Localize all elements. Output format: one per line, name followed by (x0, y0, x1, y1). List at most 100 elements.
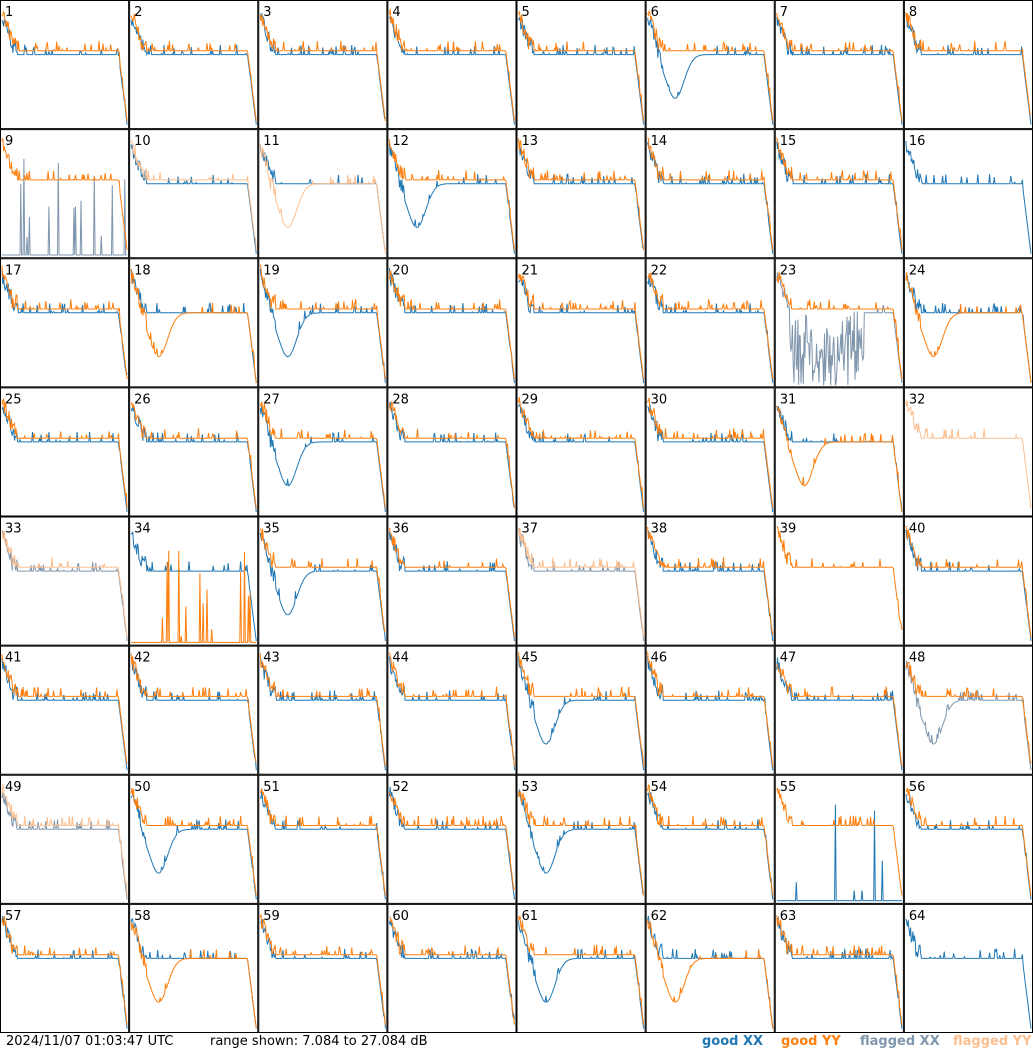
panel-frame (258, 129, 388, 259)
panel-frame (645, 645, 775, 775)
panel-label: 60 (392, 909, 409, 924)
series-yy-55 (776, 787, 903, 896)
series-xx-38 (647, 530, 774, 642)
series-xx-54 (647, 792, 774, 900)
panel-label: 57 (5, 909, 22, 924)
panel-frame (516, 645, 646, 775)
series-xx-36 (388, 532, 515, 642)
panel-label: 48 (909, 651, 926, 666)
panel-frame (645, 774, 775, 904)
panel-label: 37 (522, 522, 539, 537)
panel-64: 64 (903, 903, 1033, 1033)
panel-frame (387, 0, 517, 130)
panel-frame (516, 516, 646, 646)
series-xx-8 (905, 13, 1032, 125)
panel-frame (774, 0, 904, 130)
panel-frame (258, 258, 388, 388)
panel-8: 8 (903, 0, 1033, 130)
panel-label: 20 (392, 263, 409, 278)
panel-48: 48 (903, 645, 1033, 775)
panel-28: 28 (387, 387, 517, 517)
panel-frame (387, 129, 517, 259)
panel-label: 7 (780, 5, 788, 20)
panel-54: 54 (645, 774, 775, 904)
panel-4: 4 (387, 0, 517, 130)
panel-label: 12 (392, 134, 409, 149)
panel-label: 59 (263, 909, 280, 924)
series-xx-17 (1, 269, 128, 375)
series-yy-57 (1, 916, 128, 1025)
series-yy-7 (776, 12, 903, 121)
series-yy-48 (905, 662, 1032, 764)
series-yy-20 (388, 269, 515, 380)
series-xx-20 (388, 267, 515, 383)
panel-label: 39 (780, 522, 797, 537)
timestamp-label: 2024/11/07 01:03:47 UTC (6, 1034, 174, 1049)
panel-label: 18 (134, 263, 151, 278)
panel-label: 15 (780, 134, 797, 149)
series-xx-12 (388, 143, 515, 254)
series-xx-41 (1, 658, 128, 771)
panel-frame (645, 516, 775, 646)
series-xx-28 (388, 401, 515, 509)
panel-label: 62 (651, 909, 668, 924)
panel-32: 32 (903, 387, 1033, 517)
panel-50: 50 (129, 774, 259, 904)
panel-frame (774, 645, 904, 775)
series-yy-38 (647, 526, 774, 635)
panel-57: 57 (0, 903, 130, 1033)
panel-label: 61 (522, 909, 539, 924)
series-xx-43 (259, 657, 386, 771)
panel-frame (258, 774, 388, 904)
panel-label: 16 (909, 134, 926, 149)
panel-label: 29 (522, 392, 539, 407)
series-yy-25 (1, 398, 128, 509)
panel-label: 58 (134, 909, 151, 924)
panel-label: 24 (909, 263, 926, 278)
series-xx-14 (647, 142, 774, 254)
series-yy-60 (389, 916, 515, 1025)
series-xx-15 (776, 141, 903, 254)
panel-label: 13 (522, 134, 539, 149)
panel-56: 56 (903, 774, 1033, 904)
panel-17: 17 (0, 258, 130, 388)
panel-label: 32 (909, 392, 926, 407)
panel-frame (903, 129, 1033, 259)
series-xx-27 (259, 401, 386, 513)
series-yy-13 (518, 138, 645, 251)
series-xx-45 (518, 656, 645, 771)
panel-label: 27 (263, 392, 280, 407)
panel-frame (903, 258, 1033, 388)
series-yy-36 (388, 527, 515, 638)
panel-frame (903, 903, 1033, 1033)
panel-frame (0, 387, 130, 517)
panel-frame (258, 516, 388, 646)
panel-45: 45 (516, 645, 646, 775)
panel-9: 9 (0, 129, 130, 259)
series-yy-6 (647, 10, 774, 121)
series-yy-45 (518, 652, 645, 767)
panel-frame (0, 258, 130, 388)
series-yy-1 (1, 10, 128, 121)
legend-flagged-xx: flagged XX (860, 1034, 940, 1049)
panel-51: 51 (258, 774, 388, 904)
series-xx-6 (647, 17, 774, 125)
panel-15: 15 (774, 129, 904, 259)
series-yy-59 (259, 914, 386, 1025)
panel-frame (516, 903, 646, 1033)
panel-frame (774, 129, 904, 259)
panel-label: 21 (522, 263, 539, 278)
panel-frame (645, 387, 775, 517)
panel-frame (387, 387, 517, 517)
series-yy-29 (518, 397, 645, 509)
panel-60: 60 (387, 903, 517, 1033)
series-xx-33 (1, 530, 128, 642)
panel-1: 1 (0, 0, 130, 130)
panel-label: 64 (909, 909, 926, 924)
series-yy-39 (776, 525, 903, 631)
panel-frame (258, 645, 388, 775)
panel-2: 2 (129, 0, 259, 130)
panel-frame (645, 258, 775, 388)
panel-label: 34 (134, 522, 151, 537)
series-xx-40 (905, 529, 1032, 642)
